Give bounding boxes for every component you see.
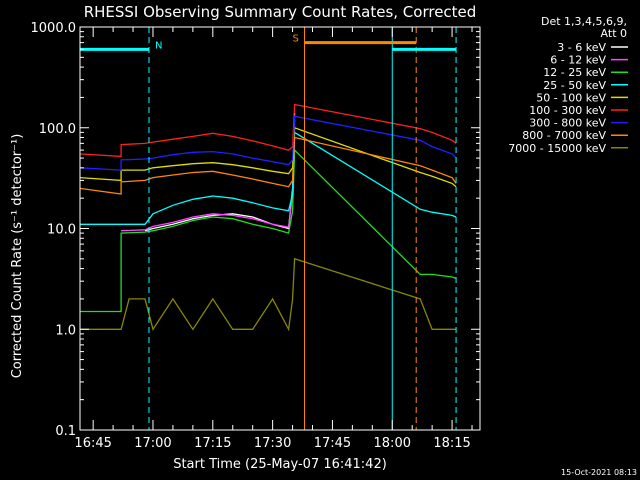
y-tick-label: 1.0 [55, 323, 76, 338]
legend-label-3: 12 - 25 keV [543, 66, 606, 79]
footer-timestamp: 15-Oct-2021 08:13 [561, 468, 637, 477]
x-tick-label: 17:30 [254, 436, 291, 451]
y-tick-label: 0.1 [55, 424, 76, 439]
annotation-label-n: N [155, 40, 162, 51]
legend-label-9: 7000 - 15000 keV [508, 142, 606, 155]
legend-header-line-2: Att 0 [601, 27, 627, 40]
series-line-7 [79, 115, 457, 171]
y-axis-label: Corrected Count Rate (s⁻¹ detector⁻¹) [10, 134, 25, 379]
chart-title: RHESSI Observing Summary Count Rates, Co… [84, 3, 477, 21]
x-tick-label: 18:00 [374, 436, 411, 451]
y-tick-label: 1000.0 [31, 21, 77, 36]
x-tick-label: 17:15 [194, 436, 231, 451]
x-tick-label: 16:45 [74, 436, 111, 451]
legend-label-8: 800 - 7000 keV [522, 129, 606, 142]
legend-label-6: 100 - 300 keV [529, 104, 606, 117]
series-line-9 [80, 257, 457, 332]
series-layer [79, 103, 457, 332]
legend-label-7: 300 - 800 keV [529, 117, 606, 130]
series-line-2 [121, 119, 296, 232]
x-tick-label: 18:15 [433, 436, 470, 451]
annotation-label-s: S [293, 34, 299, 45]
legend-label-4: 25 - 50 keV [543, 79, 606, 92]
x-tick-label: 17:45 [314, 436, 351, 451]
legend-label-5: 50 - 100 keV [536, 91, 606, 104]
legend-header-line-1: Det 1,3,4,5,6,9, [541, 15, 627, 28]
series-line-8 [79, 136, 457, 195]
series-line-6 [79, 103, 457, 158]
series-line-3 [80, 148, 457, 313]
legend-label-2: 6 - 12 keV [550, 54, 606, 67]
y-tick-label: 100.0 [39, 122, 76, 137]
x-tick-label: 17:00 [134, 436, 171, 451]
series-line-4 [80, 131, 457, 225]
legend-label-1: 3 - 6 keV [557, 41, 606, 54]
axes-layer: 0.1 1.0 10.0 100.0 1000.0 16:45 17:00 17:15 17:3… [31, 21, 481, 451]
series-line-5 [79, 126, 457, 188]
y-tick-label: 10.0 [47, 223, 76, 238]
x-axis-label: Start Time (25-May-07 16:41:42) [173, 457, 387, 472]
